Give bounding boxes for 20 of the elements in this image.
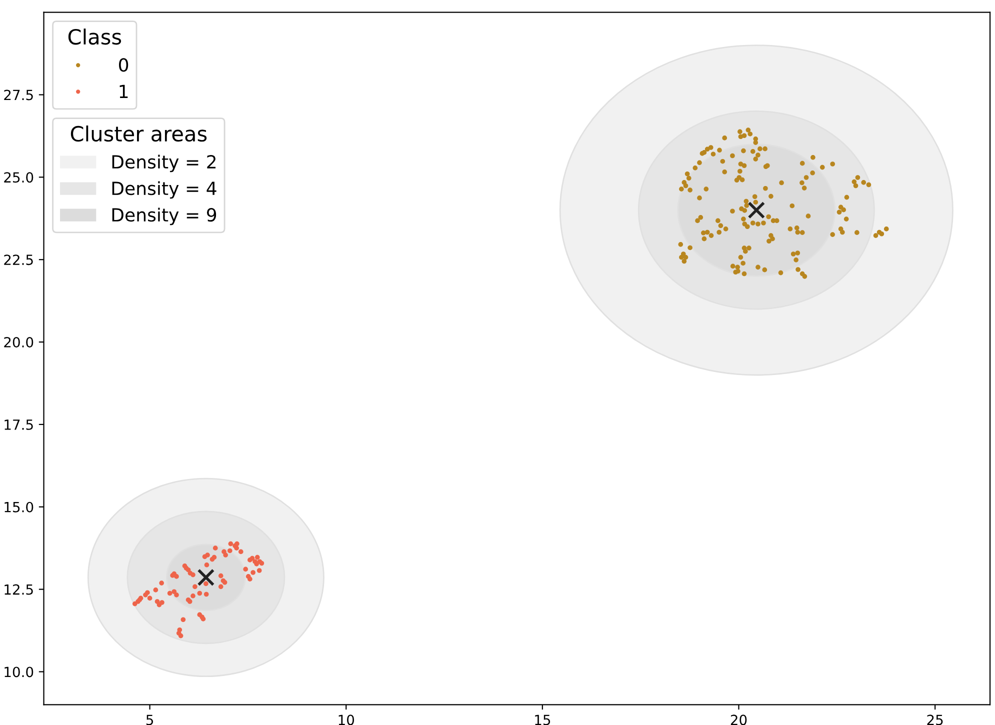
y-tick-label: 15.0 [4,502,34,512]
annotation: Density = 9 [112,208,216,226]
x-tick-label: 25 [927,714,943,725]
x-tick-label: 10 [338,714,354,725]
y-tick-label: 12.5 [4,584,33,595]
y-tick-label: 27.5 [4,90,33,100]
y-tick-label: 25.0 [4,172,34,183]
x-tick-label: 20 [730,714,747,725]
legend-label: 1 [120,84,128,98]
legend-label: 0 [119,58,128,72]
annotation: Cluster areas [70,126,207,142]
x-tick-label: 5 [146,714,153,725]
legend-title: Class [68,28,122,45]
y-tick-label: 17.5 [4,420,33,430]
y-tick-label: 20.0 [4,336,34,348]
x-tick-label: 15 [535,714,550,725]
annotation: Density = 2 [112,154,216,172]
annotation: Density = 4 [112,181,216,199]
y-tick-label: 10.0 [4,666,34,678]
y-tick-label: 22.5 [4,254,33,266]
